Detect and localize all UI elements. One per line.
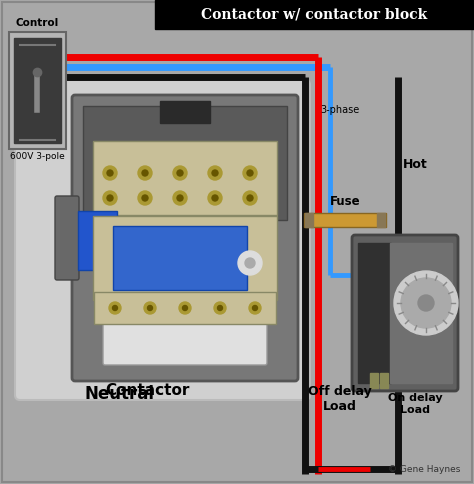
FancyBboxPatch shape: [78, 211, 117, 270]
Circle shape: [142, 170, 148, 176]
Text: 3-phase: 3-phase: [320, 105, 359, 115]
Text: Hot: Hot: [403, 158, 428, 171]
Circle shape: [107, 195, 113, 201]
Circle shape: [247, 195, 253, 201]
FancyBboxPatch shape: [94, 292, 276, 324]
Bar: [358, 243, 391, 383]
FancyBboxPatch shape: [83, 106, 287, 220]
Circle shape: [253, 305, 257, 311]
Circle shape: [173, 191, 187, 205]
FancyBboxPatch shape: [113, 226, 247, 290]
Circle shape: [107, 170, 113, 176]
FancyBboxPatch shape: [93, 141, 277, 215]
Circle shape: [109, 302, 121, 314]
Circle shape: [218, 305, 222, 311]
Circle shape: [138, 191, 152, 205]
Text: © Gene Haynes: © Gene Haynes: [388, 465, 460, 474]
Text: Control: Control: [15, 18, 59, 28]
Text: Contactor w/ contactor block: Contactor w/ contactor block: [201, 8, 427, 22]
Circle shape: [247, 170, 253, 176]
FancyBboxPatch shape: [55, 196, 79, 280]
Circle shape: [112, 305, 118, 311]
Bar: [380, 373, 388, 388]
Bar: [370, 373, 378, 388]
FancyBboxPatch shape: [304, 213, 386, 227]
Circle shape: [179, 302, 191, 314]
Text: 600V 3-pole: 600V 3-pole: [9, 152, 64, 161]
Circle shape: [212, 195, 218, 201]
Text: Off delay
Load: Off delay Load: [308, 385, 372, 413]
Circle shape: [243, 191, 257, 205]
Circle shape: [177, 195, 183, 201]
Circle shape: [103, 191, 117, 205]
Circle shape: [418, 295, 434, 311]
Circle shape: [394, 271, 458, 335]
FancyBboxPatch shape: [93, 216, 277, 300]
Circle shape: [249, 302, 261, 314]
Circle shape: [212, 170, 218, 176]
FancyBboxPatch shape: [9, 32, 66, 149]
Circle shape: [138, 166, 152, 180]
Circle shape: [173, 166, 187, 180]
Circle shape: [177, 170, 183, 176]
Bar: [377, 213, 385, 227]
Bar: [155, 0, 474, 29]
Circle shape: [401, 278, 451, 328]
Circle shape: [182, 305, 188, 311]
Bar: [390, 243, 452, 383]
FancyBboxPatch shape: [103, 321, 267, 365]
Bar: [160, 101, 210, 123]
FancyBboxPatch shape: [15, 80, 310, 400]
Text: Contactor: Contactor: [105, 383, 190, 398]
FancyBboxPatch shape: [72, 95, 298, 381]
Circle shape: [243, 166, 257, 180]
Circle shape: [245, 258, 255, 268]
Circle shape: [238, 251, 262, 275]
Circle shape: [103, 166, 117, 180]
Text: On delay
Load: On delay Load: [388, 393, 442, 415]
FancyBboxPatch shape: [352, 235, 458, 391]
Circle shape: [208, 166, 222, 180]
Bar: [305, 213, 313, 227]
Circle shape: [147, 305, 153, 311]
Bar: [14, 38, 61, 143]
Circle shape: [142, 195, 148, 201]
Text: Neutral: Neutral: [85, 385, 155, 403]
Circle shape: [214, 302, 226, 314]
Circle shape: [144, 302, 156, 314]
Circle shape: [208, 191, 222, 205]
Text: Fuse: Fuse: [330, 195, 360, 208]
